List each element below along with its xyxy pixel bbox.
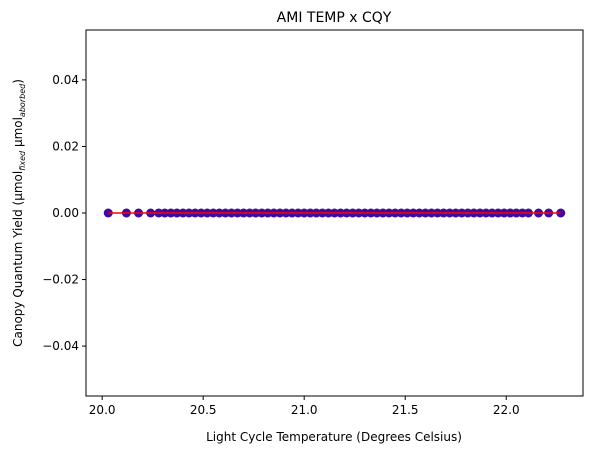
y-axis-title-sub1: fixed — [18, 150, 27, 171]
y-axis-title-prefix: Canopy Quantum Yield (μmol — [11, 171, 25, 347]
x-tick-label: 21.5 — [392, 403, 419, 417]
y-axis-title-middle: μmol — [11, 117, 25, 151]
chart-title: AMI TEMP x CQY — [277, 10, 392, 26]
x-tick-label: 22.0 — [493, 403, 520, 417]
x-tick-label: 21.0 — [291, 403, 318, 417]
x-axis-ticks: 20.0 20.5 21.0 21.5 22.0 — [89, 396, 520, 417]
y-tick-label: −0.04 — [42, 339, 79, 353]
y-tick-label: 0.00 — [52, 206, 79, 220]
x-tick-label: 20.5 — [190, 403, 217, 417]
y-axis-title: Canopy Quantum Yield (μmolfixed μmolabor… — [11, 79, 27, 347]
x-tick-label: 20.0 — [89, 403, 116, 417]
y-tick-label: 0.02 — [52, 139, 79, 153]
y-tick-label: −0.02 — [42, 273, 79, 287]
y-tick-label: 0.04 — [52, 73, 79, 87]
y-axis-title-sub2: aborbed — [18, 83, 27, 117]
y-axis-ticks: 0.04 0.02 0.00 −0.02 −0.04 — [42, 73, 86, 353]
x-axis-title: Light Cycle Temperature (Degrees Celsius… — [206, 430, 462, 444]
y-axis-title-suffix: ) — [11, 79, 25, 84]
